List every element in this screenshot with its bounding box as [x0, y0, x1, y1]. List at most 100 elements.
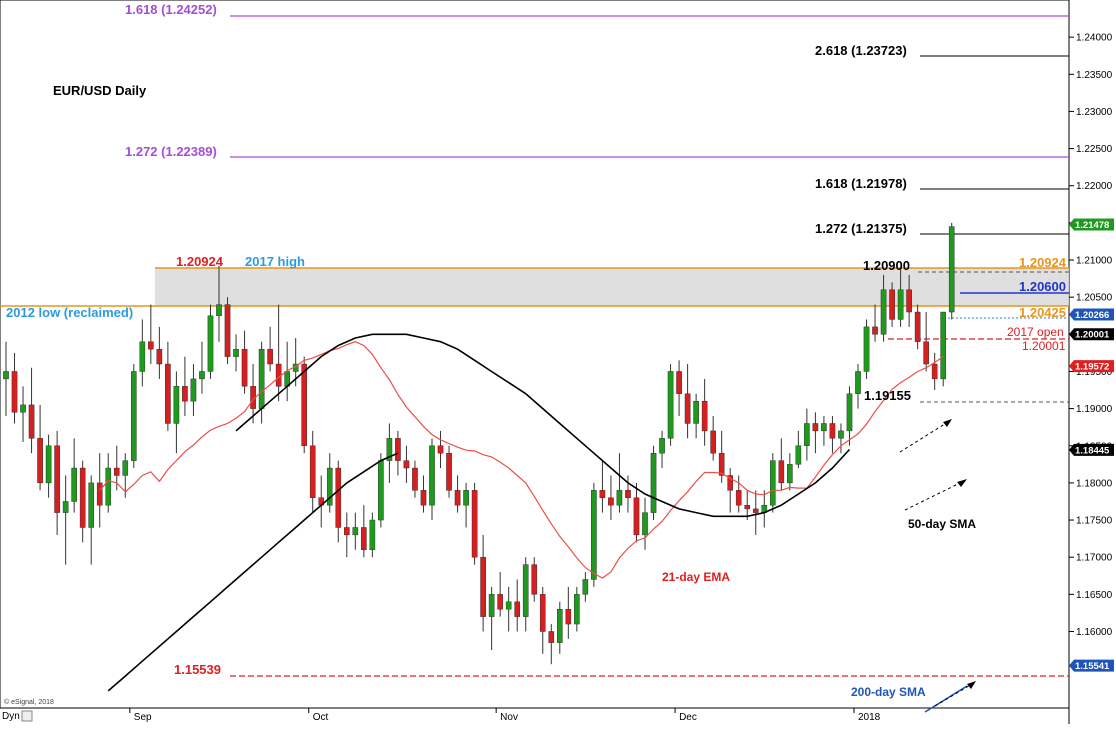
candle [650, 445, 657, 521]
candle [45, 434, 52, 498]
price-tag-label: 1.15541 [1075, 661, 1110, 672]
candle-body [812, 423, 819, 432]
candle-body [855, 371, 861, 394]
candle-body [96, 482, 103, 506]
candles-group [3, 222, 955, 665]
candle [148, 304, 154, 365]
candle [642, 497, 648, 550]
level-120600-label: 1.20600 [1019, 279, 1066, 294]
candle-body [216, 304, 222, 316]
candle-body [821, 423, 827, 432]
sma200-trend-arrow [934, 683, 973, 707]
candle [889, 282, 895, 327]
candle-body [693, 400, 699, 424]
ema-trend-arrow [899, 421, 949, 453]
candle-body [948, 226, 955, 313]
candle-body [420, 490, 427, 506]
candle-body [667, 371, 674, 439]
candle [906, 274, 912, 327]
sma-50-line [235, 333, 851, 518]
candle-body [608, 497, 614, 506]
y-tick-label: 1.23500 [1076, 70, 1113, 81]
y-tick-label: 1.20500 [1076, 293, 1113, 304]
candle [531, 557, 538, 602]
candle-body [557, 608, 563, 643]
candle-body [326, 467, 333, 506]
candle [599, 460, 606, 513]
candle [778, 438, 785, 491]
level-119155-label: 1.19155 [864, 388, 911, 403]
candle-body [676, 371, 682, 394]
candle-body [113, 467, 120, 476]
x-axis: Sep Oct Nov Dec 2018 [129, 708, 881, 723]
candle [463, 482, 469, 528]
candle-body [778, 460, 785, 484]
candle [173, 371, 180, 454]
candle-body [642, 512, 648, 536]
candle-body [139, 341, 146, 372]
candle [352, 512, 359, 550]
candle-body [361, 527, 367, 550]
candle-body [105, 467, 112, 506]
chart-title: EUR/USD Daily [53, 83, 147, 98]
indicator-lines-group [99, 333, 968, 713]
candle-body [471, 490, 478, 558]
candle-body [54, 445, 60, 513]
candle-body [931, 363, 938, 380]
sma-200-line [107, 452, 399, 692]
candle [199, 341, 205, 394]
candle [96, 453, 103, 528]
candle [539, 586, 546, 654]
candle [71, 438, 77, 513]
candle-body [403, 460, 410, 469]
price-tag: 1.21478 [1069, 218, 1114, 231]
candle [403, 445, 410, 483]
candle-body [889, 289, 895, 320]
candle [608, 475, 614, 521]
candle [701, 378, 708, 446]
candle-body [838, 430, 844, 439]
open-2017-label: 2017 open [1007, 325, 1064, 339]
candle [190, 364, 197, 417]
level-115539-label: 1.15539 [174, 662, 221, 677]
candle-body [446, 452, 452, 491]
candle [565, 586, 572, 639]
candle [914, 304, 921, 350]
candle-body [752, 508, 759, 513]
candle-body [335, 467, 342, 528]
ema-21-line [99, 341, 944, 579]
candle [744, 490, 751, 521]
candle-body [770, 460, 776, 506]
x-tick-label: Sep [134, 712, 152, 723]
candle-body [224, 304, 231, 357]
y-tick-label: 1.22500 [1076, 144, 1113, 155]
candle [11, 352, 18, 424]
candle-body [182, 386, 188, 402]
candle [855, 364, 861, 409]
price-tag-bg [1069, 659, 1114, 672]
candle [761, 490, 768, 528]
price-tag: 1.19572 [1069, 360, 1114, 373]
candle-body [352, 527, 359, 536]
candle-body [37, 438, 43, 484]
candle-body [582, 579, 589, 595]
x-tick-label: Dec [679, 712, 697, 723]
candle [591, 482, 597, 587]
candle [633, 482, 640, 543]
price-tag-label: 1.18445 [1075, 445, 1110, 456]
x-tick-label: Oct [313, 712, 329, 723]
candle-body [386, 438, 393, 461]
candle-body [829, 423, 836, 439]
candle [139, 319, 146, 387]
candle [412, 460, 418, 498]
y-tick-label: 1.17500 [1076, 516, 1113, 527]
candle-body [684, 393, 691, 424]
candle [804, 408, 810, 461]
corner-button[interactable] [21, 710, 33, 722]
candle [326, 453, 333, 513]
candle-body [488, 594, 495, 617]
level-120425-label: 1.20425 [1019, 305, 1066, 320]
candle-body [497, 594, 503, 610]
